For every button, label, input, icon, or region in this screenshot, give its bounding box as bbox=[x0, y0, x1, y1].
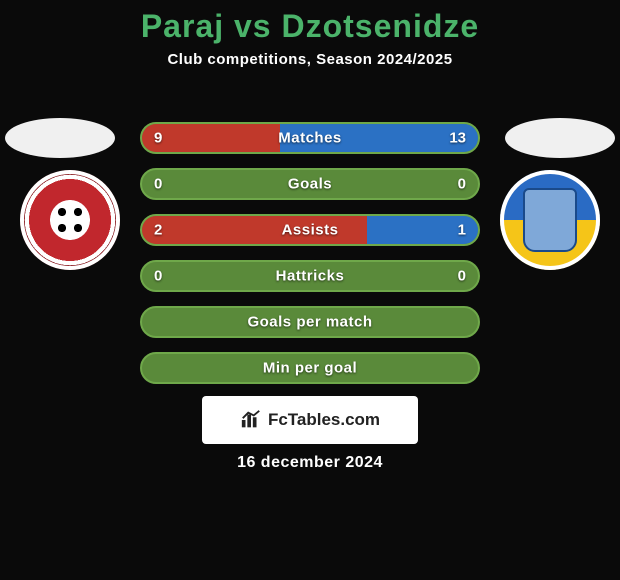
stat-label: Goals bbox=[142, 176, 478, 193]
chart-icon bbox=[240, 409, 262, 431]
brand-text: FcTables.com bbox=[268, 410, 380, 430]
stat-label: Hattricks bbox=[142, 268, 478, 285]
stat-label: Goals per match bbox=[142, 314, 478, 331]
club-badge-right bbox=[500, 170, 600, 270]
date-text: 16 december 2024 bbox=[0, 454, 620, 472]
player-photo-right bbox=[505, 118, 615, 158]
stat-label: Assists bbox=[142, 222, 478, 239]
stat-row: 21Assists bbox=[140, 214, 480, 246]
club-badge-left bbox=[20, 170, 120, 270]
stats-container: 913Matches 00Goals 21Assists 00Hattricks Goa… bbox=[140, 122, 480, 398]
stat-row: 00Goals bbox=[140, 168, 480, 200]
stat-row: Goals per match bbox=[140, 306, 480, 338]
brand-box: FcTables.com bbox=[202, 396, 418, 444]
stat-row: 00Hattricks bbox=[140, 260, 480, 292]
stat-label: Matches bbox=[142, 130, 478, 147]
player-photo-left bbox=[5, 118, 115, 158]
page-title: Paraj vs Dzotsenidze bbox=[0, 0, 620, 45]
stat-row: Min per goal bbox=[140, 352, 480, 384]
stat-label: Min per goal bbox=[142, 360, 478, 377]
stat-row: 913Matches bbox=[140, 122, 480, 154]
subtitle: Club competitions, Season 2024/2025 bbox=[0, 51, 620, 68]
